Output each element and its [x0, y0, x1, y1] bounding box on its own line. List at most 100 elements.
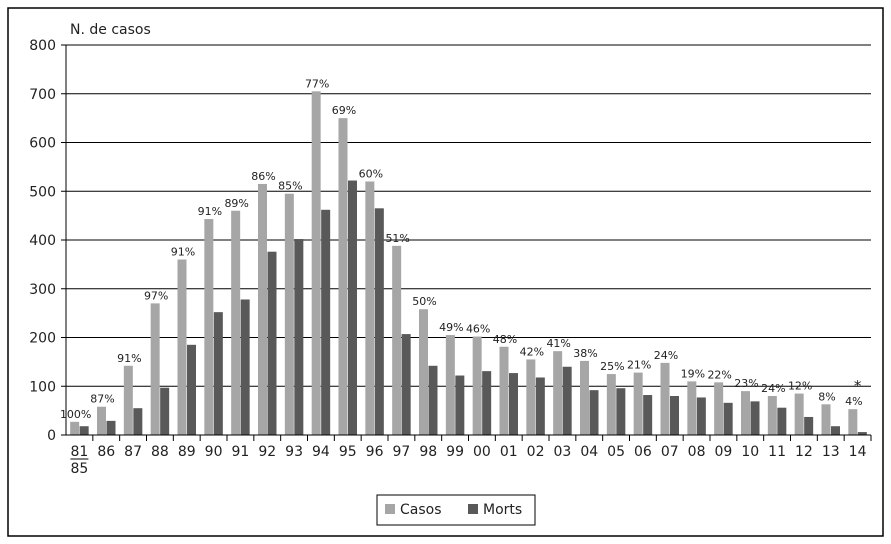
x-tick-label: 88	[151, 444, 169, 460]
bars	[70, 91, 867, 435]
gridlines	[66, 44, 871, 387]
x-tick-label: 06	[634, 444, 652, 460]
data-label: 86%	[251, 170, 275, 183]
x-tick-label: 96	[366, 444, 384, 460]
legend-box	[376, 494, 536, 526]
data-label: 21%	[627, 359, 651, 372]
bar-morts	[750, 401, 760, 435]
bar-morts	[777, 407, 787, 435]
bar-casos	[392, 245, 402, 435]
data-label: 24%	[761, 382, 785, 395]
bar-casos	[741, 391, 750, 435]
bar-casos	[553, 351, 563, 435]
bar-morts	[79, 426, 89, 435]
data-label: 4%	[845, 395, 862, 408]
bar-morts	[213, 312, 223, 435]
data-label: 91%	[117, 352, 141, 365]
bar-morts	[857, 432, 867, 435]
bar-casos	[767, 396, 777, 435]
bar-morts	[535, 377, 545, 435]
bar-casos	[284, 193, 294, 435]
data-label: 51%	[385, 232, 409, 245]
data-label: 19%	[681, 367, 705, 380]
x-tick-label: 86	[97, 444, 115, 460]
x-tick-label: 09	[715, 444, 733, 460]
bar-casos	[472, 336, 482, 435]
legend-label-casos: Casos	[400, 502, 442, 518]
x-tick-label: 12	[795, 444, 813, 460]
bar-casos	[821, 404, 831, 435]
bar-casos	[365, 181, 375, 435]
x-tick-label: 05	[607, 444, 625, 460]
x-tick-label: 14	[849, 444, 867, 460]
bar-casos	[660, 362, 670, 435]
x-tick-label: 01	[500, 444, 518, 460]
bar-morts	[267, 251, 277, 435]
bar-morts	[240, 299, 250, 435]
x-tick-label: 98	[419, 444, 437, 460]
bar-casos	[231, 210, 241, 435]
y-tick-label: 100	[29, 379, 56, 395]
x-tick-label: 11	[768, 444, 786, 460]
data-label: 23%	[734, 377, 758, 390]
bar-morts	[509, 373, 518, 435]
bar-casos	[204, 219, 214, 435]
x-tick-label: 91	[232, 444, 250, 460]
data-label: 8%	[818, 390, 835, 403]
bar-casos	[258, 183, 267, 435]
x-tick-label: 85	[71, 461, 89, 477]
y-tick-label: 700	[29, 87, 56, 103]
bar-casos	[848, 409, 858, 435]
x-tick-label: 00	[473, 444, 491, 460]
y-tick-label: 0	[47, 428, 56, 444]
bar-morts	[348, 180, 357, 435]
bar-morts	[187, 344, 196, 435]
bar-morts	[643, 395, 653, 435]
data-label: 85%	[278, 180, 302, 193]
chart-border	[7, 7, 884, 537]
x-tick-label: 94	[312, 444, 330, 460]
x-tick-label: 92	[258, 444, 276, 460]
bar-morts	[723, 402, 733, 435]
bar-casos	[70, 421, 80, 435]
y-tick-label: 800	[29, 38, 56, 54]
data-label: 42%	[520, 345, 544, 358]
bar-morts	[670, 396, 679, 435]
x-tick-label: 03	[554, 444, 572, 460]
x-tick-label: 93	[285, 444, 303, 460]
bar-morts	[804, 416, 814, 435]
bar-morts	[616, 388, 626, 435]
data-label: 89%	[224, 197, 248, 210]
bar-casos	[311, 91, 321, 435]
bar-morts	[589, 390, 599, 435]
x-tick-label: 89	[178, 444, 196, 460]
bar-morts	[455, 375, 465, 435]
bar-morts	[133, 408, 143, 435]
legend-label-morts: Morts	[483, 502, 522, 518]
x-tick-label: 81	[71, 444, 89, 460]
bar-morts	[106, 420, 116, 435]
y-tick-label: 600	[29, 136, 56, 152]
data-label: 48%	[493, 333, 517, 346]
bar-casos	[714, 382, 724, 435]
legend-swatch-casos	[385, 504, 395, 514]
data-label: 97%	[144, 289, 168, 302]
bar-casos	[419, 309, 428, 435]
bar-morts	[562, 366, 572, 435]
x-tick-label: 04	[580, 444, 598, 460]
x-tick-label: 08	[688, 444, 706, 460]
data-label: 91%	[171, 246, 195, 259]
footnote-marker: *	[854, 377, 862, 395]
bar-morts	[321, 209, 331, 435]
x-tick-label: 02	[527, 444, 545, 460]
data-label: 100%	[60, 408, 91, 421]
bar-casos	[123, 365, 133, 435]
bar-casos	[445, 335, 455, 435]
bar-casos	[177, 259, 187, 435]
x-tick-label: 99	[446, 444, 464, 460]
data-label: 24%	[654, 349, 678, 362]
bar-casos	[687, 381, 697, 435]
x-tick-label: 97	[393, 444, 411, 460]
